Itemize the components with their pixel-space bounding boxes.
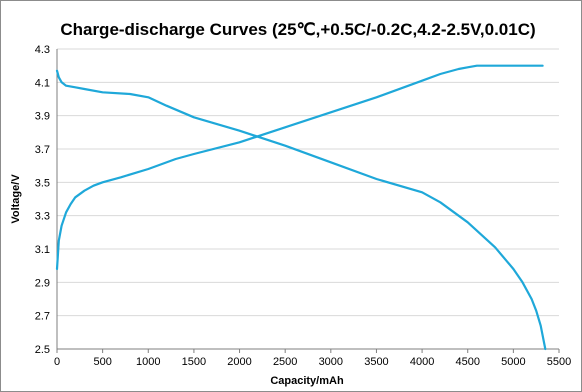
x-tick-label: 2500 (273, 356, 297, 368)
series-line-1 (55, 64, 544, 271)
x-tick-label: 500 (93, 356, 111, 368)
x-tick-label: 2000 (227, 356, 251, 368)
y-tick-label: 2.5 (35, 344, 50, 356)
y-tick-label: 3.5 (35, 177, 50, 189)
x-tick-label: 1000 (136, 356, 160, 368)
x-axis-label: Capacity/mAh (270, 375, 344, 387)
y-tick-label: 3.7 (35, 144, 50, 156)
y-tick-label: 3.1 (35, 244, 50, 256)
x-tick-label: 3000 (319, 356, 343, 368)
y-axis-label: Voltage/V (10, 174, 22, 224)
y-tick-label: 4.1 (35, 77, 50, 89)
y-tick-label: 2.7 (35, 311, 50, 323)
y-tick-label: 4.3 (35, 44, 50, 56)
y-tick-label: 3.3 (35, 211, 50, 223)
x-tick-label: 5500 (547, 356, 571, 368)
series-line-2 (55, 69, 547, 351)
chart-title: Charge-discharge Curves (25℃,+0.5C/-0.2C… (60, 20, 535, 39)
x-tick-label: 5000 (501, 356, 525, 368)
x-tick-label: 4500 (455, 356, 479, 368)
x-tick-label: 4000 (410, 356, 434, 368)
series-lines (55, 64, 547, 351)
grid (56, 48, 560, 353)
tick-labels: 2.5 2.7 2.9 3.1 3.3 3.5 3.7 3.9 4.1 4.3 0 500 1000 15… (35, 44, 572, 368)
x-tick-label: 3500 (364, 356, 388, 368)
y-tick-label: 3.9 (35, 111, 50, 123)
y-tick-label: 2.9 (35, 277, 50, 289)
x-tick-label: 1500 (182, 356, 206, 368)
x-tick-label: 0 (54, 356, 60, 368)
